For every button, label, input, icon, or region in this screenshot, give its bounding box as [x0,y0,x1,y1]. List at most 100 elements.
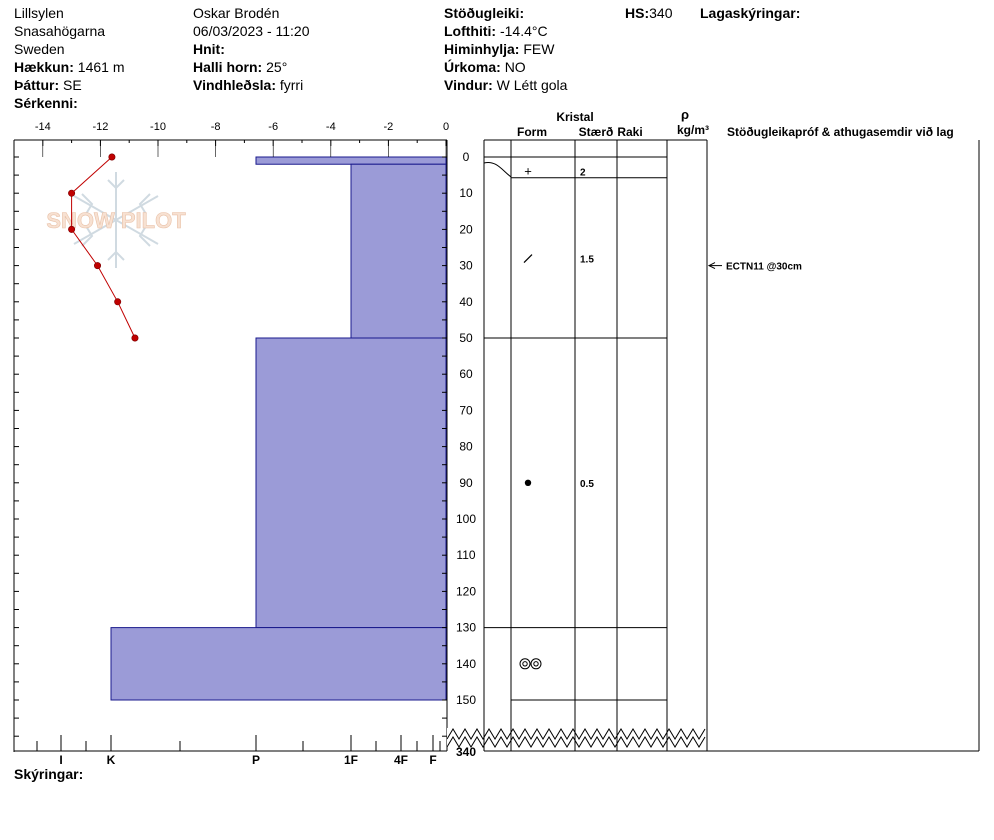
elevation-row: Hækkun: 1461 m [14,59,125,75]
moisture-header: Raki [617,125,642,139]
aspect-row: Þáttur: SE [14,77,82,93]
depth-tick-label: 20 [459,222,473,236]
depth-tick-label: 70 [459,403,473,417]
stability-test-arrowhead [707,262,716,270]
temp-tick-label: -14 [35,121,51,133]
depth-tick-label: 150 [456,693,476,707]
temperature-point [68,189,76,197]
footer-notes: Skýringar: [14,766,84,782]
grain-form-symbol: + [524,163,532,178]
grain-form-slash [523,254,533,264]
layer-grid [483,139,980,752]
temperature-profile [68,153,139,342]
header-col1: Lillsylen Snasahögarna Sweden Hækkun: 14… [14,4,125,112]
aspect-value: SE [63,77,82,93]
slope-value: 25° [266,59,288,75]
hardness-tick-label: I [59,753,62,767]
sky-row: Himinhylja: FEW [444,41,555,57]
temp-tick-label: -6 [268,121,278,133]
grain-size-label: 1.5 [580,254,594,265]
hardness-layer-2 [255,337,447,629]
density-unit-header: kg/m³ [677,123,709,137]
elevation-value: 1461 m [77,59,125,75]
depth-tick-label: 40 [459,295,473,309]
snowpilot-watermark: SNOW PILOT [46,172,187,268]
header-col2: Oskar Brodén 06/03/2023 - 11:20 Hnit: Ha… [193,4,310,94]
crystal-header: Kristal [556,110,593,124]
temp-tick-label: -4 [326,121,336,133]
grain-form-circle-inner [522,661,528,667]
grain-size-label: 0.5 [580,479,594,490]
hardness-layer-3 [110,627,447,701]
depth-tick-label: 140 [456,657,476,671]
hardness-tick-label: 1F [344,753,358,767]
hardness-tick-label: K [107,753,116,767]
precip-row: Úrkoma: NO [444,59,526,75]
wind-loading-row: Vindhleðsla: fyrri [193,77,304,93]
grain-size-label: 2 [580,167,586,178]
watermark-text: SNOW PILOT [46,208,186,233]
wind-value: W Létt gola [496,77,568,93]
depth-tick-label: 80 [459,440,473,454]
stability-comments-header: Stöðugleikapróf & athugasemdir við lag [727,125,954,139]
depth-break-zigzag [446,728,707,748]
depth-tick-label: 30 [459,259,473,273]
stability-tests: ECTN11 @30cm [707,262,802,273]
hardness-layers [110,156,447,701]
temp-tick-label: 0 [443,121,449,133]
temp-tick-label: -2 [384,121,394,133]
layer-notes-label: Lagaskýringar: [700,5,801,21]
snow-profile-chart: -14 -12 -10 -8 -6 -4 -2 0 0 10 20 30 40 50 60 70 80 90 10… [13,107,980,767]
hardness-tick-label: F [429,753,436,767]
temperature-point [114,298,122,306]
depth-tick-label: 50 [459,331,473,345]
temperature-line [71,156,136,339]
form-header: Form [517,125,547,139]
depth-tick-label: 10 [459,186,473,200]
temp-tick-label: -12 [92,121,108,133]
observer: Oskar Brodén [193,5,280,21]
zigzag-line-bottom [446,736,706,748]
air-temp-value: -14.4°C [499,23,548,39]
grain-form-dot [524,479,532,486]
country: Sweden [14,41,65,57]
temp-tick-label: -10 [150,121,166,133]
temperature-point [108,153,116,161]
depth-tick-label: 60 [459,367,473,381]
zigzag-line-top [446,728,706,740]
datetime: 06/03/2023 - 11:20 [193,23,310,39]
total-depth-label: 340 [456,745,476,759]
features-row: Sérkenni: [14,95,78,111]
depth-tick-label: 120 [456,584,476,598]
snowflake-icon [73,172,159,268]
hardness-layer-0 [255,156,447,165]
layer-connector [483,161,512,178]
temperature-ticks: -14 -12 -10 -8 -6 -4 -2 0 [13,121,449,157]
wind-row: Vindur: W Létt gola [444,77,568,93]
air-temp-row: Lofthiti: -14.4°C [444,23,548,39]
precip-value: NO [504,59,526,75]
grain-form-circle [530,658,542,670]
rho-header: ρ [681,107,689,122]
hardness-tick-label: P [252,753,260,767]
hardness-ticks: I K P 1F 4F F [36,735,441,767]
slope-row: Halli horn: 25° [193,59,288,75]
grain-symbols: +2 1.5 0.5 [519,163,594,670]
depth-tick-label: 90 [459,476,473,490]
sky-value: FEW [523,41,555,57]
stability-row: Stöðugleiki: [444,5,525,21]
temperature-point [68,225,76,233]
temperature-point [131,334,139,342]
area: Snasahögarna [14,23,106,39]
wind-loading-value: fyrri [279,77,304,93]
temperature-point [94,262,102,270]
coords-row: Hnit: [193,41,225,57]
location: Lillsylen [14,5,64,21]
grain-form-circle-inner [533,661,539,667]
size-header: Stærð [579,125,614,139]
temp-tick-label: -8 [211,121,221,133]
stability-test-label: ECTN11 @30cm [726,262,802,273]
depth-tick-label: 100 [456,512,476,526]
depth-ticks: 0 10 20 30 40 50 60 70 80 90 100 110 120 130 140 150 [14,150,476,737]
depth-tick-label: 110 [456,548,475,562]
